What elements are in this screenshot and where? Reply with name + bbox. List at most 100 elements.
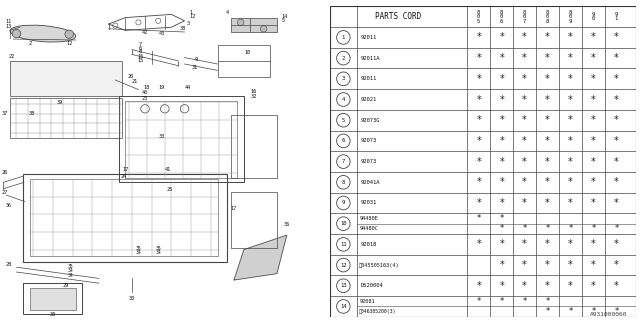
Text: *: * — [500, 214, 504, 223]
Text: *: * — [568, 94, 573, 105]
Text: 15: 15 — [137, 58, 143, 63]
Text: *: * — [499, 115, 504, 125]
Text: *: * — [568, 224, 573, 233]
Text: 7: 7 — [342, 159, 345, 164]
Text: *: * — [545, 94, 550, 105]
Text: *: * — [545, 198, 550, 208]
Text: *: * — [568, 115, 573, 125]
Text: 92073: 92073 — [360, 159, 376, 164]
Circle shape — [337, 72, 350, 86]
Text: *: * — [499, 32, 504, 43]
Bar — [218, 45, 270, 77]
Text: 34: 34 — [156, 250, 161, 255]
Bar — [231, 192, 277, 248]
Bar — [10, 61, 122, 96]
Text: *: * — [591, 115, 596, 125]
Text: *: * — [591, 281, 596, 291]
Text: 20: 20 — [127, 74, 133, 79]
Circle shape — [337, 217, 350, 230]
Circle shape — [337, 31, 350, 44]
Text: *: * — [591, 198, 596, 208]
Text: 92018: 92018 — [360, 242, 376, 247]
Ellipse shape — [10, 25, 76, 42]
Text: *: * — [499, 177, 504, 187]
Bar — [23, 283, 83, 314]
Text: *: * — [591, 136, 596, 146]
Text: 35: 35 — [156, 245, 161, 251]
Text: *: * — [499, 156, 504, 167]
Text: 37: 37 — [2, 111, 8, 116]
Text: *: * — [522, 156, 527, 167]
Text: *: * — [499, 260, 504, 270]
Text: 34: 34 — [68, 268, 74, 273]
Text: 36: 36 — [284, 221, 290, 227]
Text: 3: 3 — [186, 20, 189, 26]
Text: *: * — [568, 177, 573, 187]
Text: 26: 26 — [2, 170, 8, 175]
Text: 8
0
5: 8 0 5 — [477, 10, 481, 24]
Text: *: * — [476, 32, 481, 43]
Text: *: * — [614, 94, 619, 105]
Text: *: * — [499, 239, 504, 249]
Text: *: * — [476, 198, 481, 208]
Circle shape — [337, 155, 350, 168]
Text: *: * — [545, 260, 550, 270]
Text: *: * — [545, 74, 550, 84]
Text: 7: 7 — [138, 42, 141, 47]
Circle shape — [337, 237, 350, 251]
Circle shape — [161, 105, 169, 113]
Text: *: * — [591, 239, 596, 249]
Text: *: * — [545, 136, 550, 146]
Text: *: * — [545, 115, 550, 125]
Text: 38: 38 — [28, 111, 35, 116]
Text: 13: 13 — [340, 283, 347, 288]
Text: *: * — [568, 74, 573, 84]
Text: Ⓢ046305200(3): Ⓢ046305200(3) — [358, 309, 396, 314]
Text: 10: 10 — [244, 50, 250, 55]
Text: *: * — [568, 53, 573, 63]
Text: 28: 28 — [5, 261, 12, 267]
Circle shape — [156, 18, 161, 23]
Text: 92011: 92011 — [360, 76, 376, 81]
Text: 31: 31 — [191, 65, 198, 70]
Text: 24: 24 — [120, 174, 127, 179]
Text: 27: 27 — [2, 189, 8, 195]
Text: *: * — [522, 74, 527, 84]
Text: *: * — [614, 224, 618, 233]
Text: *: * — [545, 307, 550, 316]
Text: *: * — [591, 53, 596, 63]
Text: *: * — [522, 177, 527, 187]
Text: 23: 23 — [142, 96, 148, 101]
Text: 3: 3 — [342, 76, 345, 81]
Text: 14: 14 — [340, 304, 347, 309]
Text: *: * — [499, 94, 504, 105]
Text: *: * — [591, 177, 596, 187]
Text: 18: 18 — [143, 84, 150, 90]
Text: 4: 4 — [226, 10, 229, 15]
Text: *: * — [568, 136, 573, 146]
Circle shape — [141, 105, 149, 113]
Text: *: * — [545, 177, 550, 187]
Text: 34: 34 — [136, 250, 141, 255]
Text: 16: 16 — [250, 89, 257, 94]
Text: *: * — [614, 53, 619, 63]
Text: 8: 8 — [342, 180, 345, 185]
Text: 6: 6 — [138, 45, 141, 51]
Text: 30: 30 — [129, 296, 135, 301]
Text: 33: 33 — [158, 133, 164, 139]
Text: *: * — [568, 307, 573, 316]
Text: *: * — [476, 94, 481, 105]
Text: *: * — [545, 53, 550, 63]
Text: *: * — [476, 74, 481, 84]
Text: 25: 25 — [166, 187, 173, 192]
Text: 34: 34 — [68, 273, 74, 278]
Text: *: * — [476, 136, 481, 146]
Text: *: * — [476, 177, 481, 187]
Text: *: * — [476, 239, 481, 249]
Text: 92041A: 92041A — [360, 180, 380, 185]
Text: *: * — [522, 198, 527, 208]
Text: *: * — [522, 115, 527, 125]
Text: 15: 15 — [137, 54, 143, 59]
Text: *: * — [591, 224, 596, 233]
Text: 8: 8 — [138, 49, 141, 54]
